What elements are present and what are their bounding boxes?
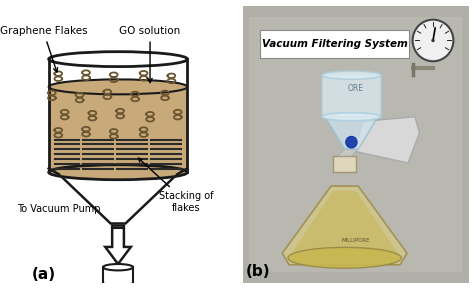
Ellipse shape — [103, 264, 133, 271]
Ellipse shape — [288, 247, 401, 268]
Ellipse shape — [431, 39, 435, 42]
Polygon shape — [49, 59, 187, 87]
Text: Graphene Flakes: Graphene Flakes — [0, 26, 87, 72]
Text: (a): (a) — [31, 267, 55, 282]
Polygon shape — [249, 17, 463, 272]
Polygon shape — [105, 226, 131, 264]
Ellipse shape — [346, 136, 357, 148]
Polygon shape — [292, 191, 398, 262]
Text: Stacking of
flakes: Stacking of flakes — [138, 158, 214, 213]
Ellipse shape — [322, 113, 381, 121]
Polygon shape — [103, 267, 133, 289]
Polygon shape — [283, 186, 407, 265]
Text: MILLIPORE: MILLIPORE — [342, 238, 370, 242]
Ellipse shape — [412, 20, 454, 61]
Polygon shape — [345, 117, 419, 163]
Polygon shape — [325, 117, 378, 149]
Text: ORE: ORE — [348, 84, 364, 93]
Ellipse shape — [322, 71, 381, 79]
Polygon shape — [333, 156, 356, 172]
Polygon shape — [338, 149, 358, 156]
Text: Vacuum Filtering System: Vacuum Filtering System — [262, 39, 407, 49]
Text: GO solution: GO solution — [119, 26, 181, 83]
Ellipse shape — [49, 165, 187, 180]
Polygon shape — [243, 6, 469, 283]
Polygon shape — [322, 75, 381, 117]
Text: (b): (b) — [246, 264, 271, 279]
Text: To Vacuum Pump: To Vacuum Pump — [17, 203, 100, 214]
Ellipse shape — [49, 52, 187, 66]
FancyBboxPatch shape — [260, 30, 409, 58]
Polygon shape — [59, 174, 177, 223]
Ellipse shape — [103, 288, 133, 289]
Ellipse shape — [49, 79, 187, 94]
Polygon shape — [49, 87, 187, 172]
